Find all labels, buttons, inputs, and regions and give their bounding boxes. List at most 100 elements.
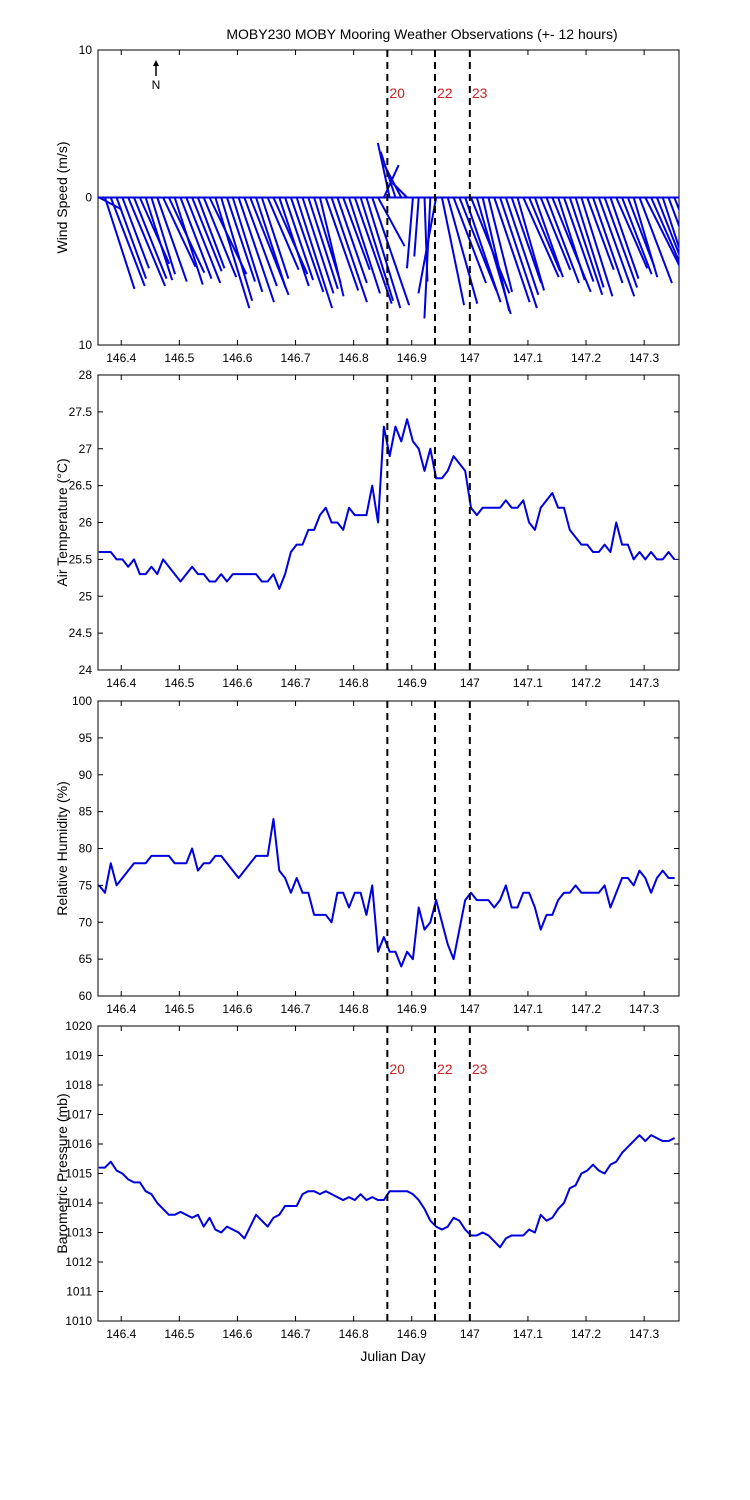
data-point <box>511 1234 513 1237</box>
data-point <box>574 1184 577 1186</box>
y-axis-label: Wind Speed (m/s) <box>54 141 70 253</box>
x-tick-label: 147.2 <box>571 676 601 690</box>
data-point <box>458 462 460 465</box>
data-point <box>557 507 559 509</box>
data-point <box>569 1187 571 1189</box>
data-point <box>232 573 234 575</box>
data-point <box>441 1228 443 1231</box>
y-tick-label: 1013 <box>65 1226 92 1240</box>
data-point <box>406 418 408 420</box>
data-point <box>296 877 298 879</box>
data-point <box>447 943 449 945</box>
data-point <box>272 1217 275 1219</box>
wind-vector <box>632 197 659 278</box>
wind-vector <box>609 197 640 279</box>
wind-vector <box>133 197 168 279</box>
data-point <box>569 529 571 531</box>
data-point <box>145 862 147 864</box>
data-point <box>127 870 129 872</box>
data-point <box>528 521 530 524</box>
data-point <box>348 507 350 509</box>
data-point <box>307 892 309 894</box>
data-point <box>162 855 164 857</box>
x-tick-label: 147.1 <box>513 1327 543 1341</box>
wind-vector <box>266 197 300 271</box>
data-point <box>604 1172 606 1175</box>
plot-frame <box>97 700 680 997</box>
y-tick-label: 1020 <box>65 1019 92 1033</box>
data-point <box>482 1231 484 1234</box>
x-tick-label: 146.9 <box>397 676 427 690</box>
wind-vector <box>173 197 204 285</box>
data-point <box>516 906 519 909</box>
data-point <box>342 892 344 894</box>
wind-vector <box>667 197 679 229</box>
y-tick-label: 1016 <box>65 1137 92 1151</box>
data-point <box>307 1190 309 1192</box>
data-point <box>278 1214 280 1216</box>
data-point <box>238 1231 240 1234</box>
data-point <box>592 551 594 553</box>
wind-vector <box>278 197 310 287</box>
y-tick-label: 10 <box>79 43 93 57</box>
data-point <box>627 1146 629 1148</box>
x-tick-label: 146.6 <box>222 1002 252 1016</box>
wind-vector <box>481 197 511 312</box>
y-axis-label: Air Temperature (°C) <box>54 458 70 586</box>
data-point <box>551 492 553 494</box>
wind-vector <box>318 197 345 297</box>
data-point <box>267 855 269 857</box>
data-point <box>476 1234 478 1237</box>
data-point <box>476 899 478 901</box>
data-point <box>162 1208 164 1210</box>
data-point <box>342 1199 344 1201</box>
data-point <box>383 936 385 938</box>
data-point <box>179 862 182 864</box>
wind-vector <box>115 197 148 279</box>
data-point <box>499 507 501 509</box>
wind-vector <box>655 197 679 257</box>
data-point <box>185 862 187 864</box>
y-tick-label: 90 <box>79 768 93 782</box>
data-point <box>418 906 420 909</box>
data-point <box>633 884 635 886</box>
panel-humidity: 146.4 146.5 146.6 146.7 146.8 146.9 147 147.1 14… <box>54 694 680 1016</box>
x-tick-label: 146.8 <box>339 1002 369 1016</box>
data-point <box>563 1202 565 1204</box>
x-tick-label: 147.2 <box>571 351 601 365</box>
data-point <box>435 1226 437 1228</box>
data-point <box>104 551 106 553</box>
data-point <box>656 877 658 879</box>
data-point <box>330 521 333 524</box>
data-point <box>365 514 368 516</box>
data-point <box>162 558 164 560</box>
data-point <box>127 566 129 568</box>
x-tick-label: 146.6 <box>222 1327 252 1341</box>
data-point <box>516 1234 519 1237</box>
data-point <box>528 892 530 894</box>
data-point <box>150 1193 153 1195</box>
data-point <box>389 1190 391 1192</box>
data-point <box>400 1190 402 1192</box>
data-point <box>313 914 315 916</box>
data-point <box>296 1205 298 1207</box>
wind-vector <box>563 197 595 282</box>
data-point <box>377 1199 379 1201</box>
data-point <box>429 1220 431 1222</box>
wind-vector <box>592 197 624 284</box>
data-point <box>115 884 118 886</box>
data-point <box>569 892 571 894</box>
data-point <box>278 588 280 590</box>
data-point <box>220 573 222 575</box>
data-point <box>360 892 362 894</box>
wind-vector <box>516 197 545 291</box>
data-point <box>586 544 588 546</box>
data-point <box>429 448 431 450</box>
wind-vector <box>377 197 406 247</box>
wind-vector <box>226 197 256 282</box>
x-tick-label: 146.8 <box>339 351 369 365</box>
data-point <box>150 855 153 857</box>
wind-vector <box>301 197 335 294</box>
wind-vector <box>603 197 639 288</box>
data-point <box>255 855 257 857</box>
